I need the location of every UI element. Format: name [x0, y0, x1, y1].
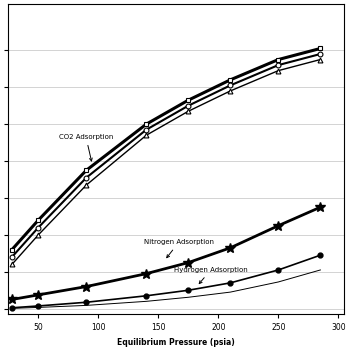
Text: Nitrogen Adsorption: Nitrogen Adsorption — [144, 239, 214, 258]
X-axis label: Equilibrium Pressure (psia): Equilibrium Pressure (psia) — [118, 338, 235, 347]
Text: Hydrogen Adsorption: Hydrogen Adsorption — [174, 267, 248, 284]
Text: CO2 Adsorption: CO2 Adsorption — [59, 134, 113, 161]
